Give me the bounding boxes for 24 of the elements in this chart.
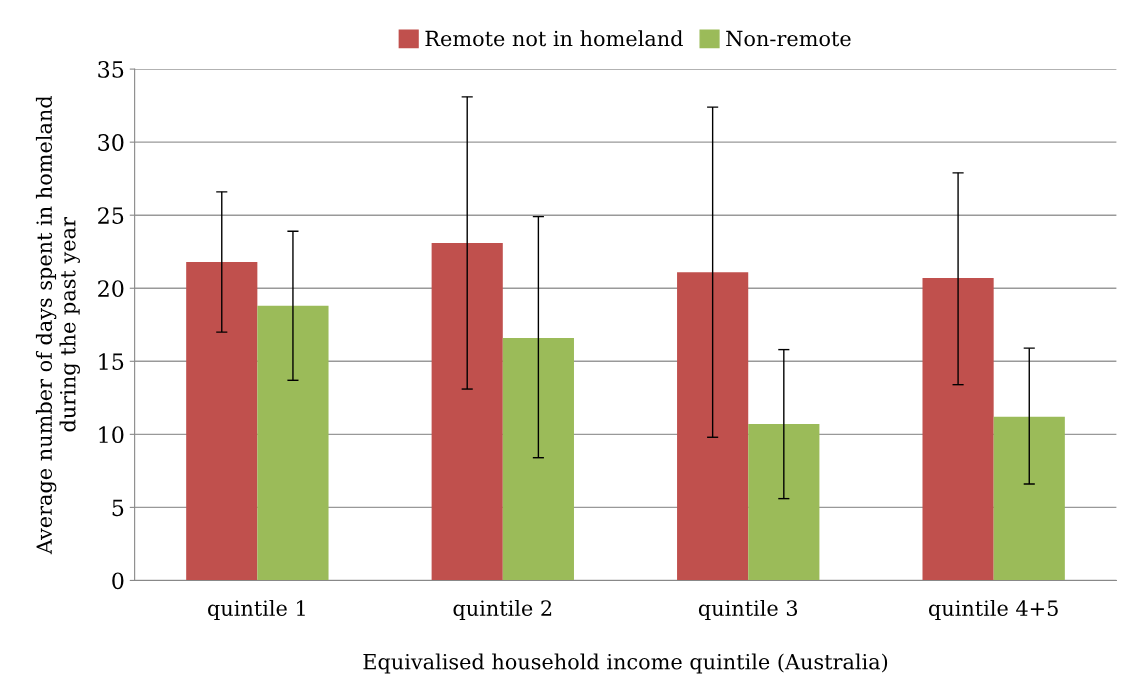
bar bbox=[431, 242, 503, 581]
y-tick-label: 15 bbox=[99, 353, 124, 371]
y-tick-label: 5 bbox=[112, 499, 124, 517]
bar bbox=[502, 337, 574, 581]
x-tick-label: quintile 1 bbox=[208, 599, 305, 621]
x-tick-label: quintile 4+5 bbox=[928, 599, 1058, 621]
legend-label: Non-remote bbox=[726, 30, 851, 47]
y-tick-label: 0 bbox=[112, 572, 124, 590]
y-tick-label: 20 bbox=[98, 280, 124, 297]
bar bbox=[677, 272, 749, 581]
bar bbox=[186, 261, 258, 581]
y-tick-label: 10 bbox=[99, 426, 124, 444]
bar bbox=[922, 278, 994, 581]
x-tick-label: quintile 2 bbox=[453, 599, 552, 621]
bar bbox=[993, 416, 1065, 581]
y-axis-title: Average number of days spent in homeland during the past year bbox=[35, 95, 80, 555]
legend-label: Remote not in homeland bbox=[425, 30, 683, 47]
bar bbox=[748, 424, 820, 581]
y-tick-label: 30 bbox=[98, 134, 124, 151]
x-axis-title: Equivalised household income quintile (Australia) bbox=[363, 653, 888, 674]
x-tick-label: quintile 3 bbox=[698, 599, 798, 621]
bar bbox=[257, 305, 329, 581]
y-tick-label: 35 bbox=[98, 61, 124, 78]
y-tick-label: 25 bbox=[98, 207, 124, 224]
